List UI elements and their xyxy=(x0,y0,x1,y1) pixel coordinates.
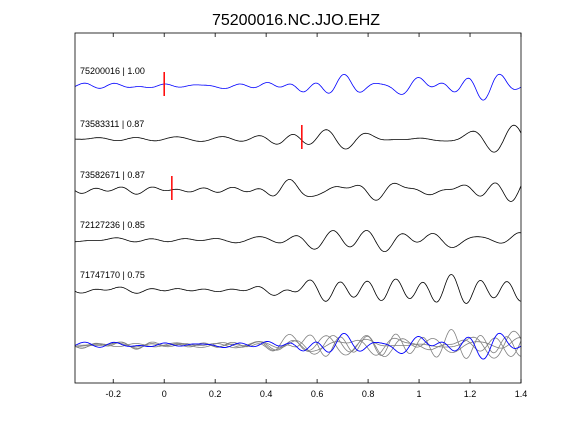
x-tick-label-7: 1.2 xyxy=(464,389,477,399)
stack-trace-2 xyxy=(75,330,522,359)
plot-area: 75200016 | 1.00 73583311 | 0.87 73582671 |… xyxy=(74,66,522,360)
stack-trace-master xyxy=(74,332,522,360)
trace-1 xyxy=(74,73,522,101)
x-tick-label-4: 0.6 xyxy=(311,389,324,399)
x-axis: -0.2 0 0.2 0.4 0.6 0.8 1 1.2 1.4 xyxy=(105,33,527,399)
x-tick-label-0: -0.2 xyxy=(105,389,121,399)
trace-label-3: 73582671 | 0.87 xyxy=(80,170,145,180)
x-tick-label-5: 0.8 xyxy=(362,389,375,399)
trace-label-5: 71747170 | 0.75 xyxy=(80,270,145,280)
stack-trace-5 xyxy=(74,329,522,359)
trace-3 xyxy=(74,179,522,202)
x-tick-label-6: 1 xyxy=(417,389,422,399)
x-tick-label-8: 1.4 xyxy=(515,389,528,399)
chart-title: 75200016.NC.JJO.EHZ xyxy=(212,12,380,29)
trace-label-2: 73583311 | 0.87 xyxy=(80,119,144,129)
trace-5 xyxy=(74,274,522,304)
axes-frame xyxy=(74,32,522,384)
x-tick-label-3: 0.4 xyxy=(260,389,273,399)
x-tick-label-2: 0.2 xyxy=(209,389,222,399)
trace-label-4: 72127236 | 0.85 xyxy=(80,220,145,230)
trace-label-1: 75200016 | 1.00 xyxy=(80,66,145,76)
trace-4 xyxy=(75,230,522,253)
trace-2 xyxy=(75,124,522,153)
x-tick-label-1: 0 xyxy=(162,389,167,399)
